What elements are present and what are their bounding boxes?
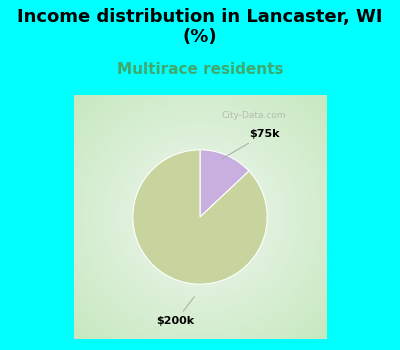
Text: $75k: $75k <box>222 129 280 159</box>
Text: Income distribution in Lancaster, WI
(%): Income distribution in Lancaster, WI (%) <box>17 8 383 46</box>
Wedge shape <box>200 150 249 217</box>
Text: Multirace residents: Multirace residents <box>117 63 283 77</box>
Text: $200k: $200k <box>156 297 195 326</box>
Text: City-Data.com: City-Data.com <box>222 111 286 120</box>
Wedge shape <box>133 150 267 284</box>
